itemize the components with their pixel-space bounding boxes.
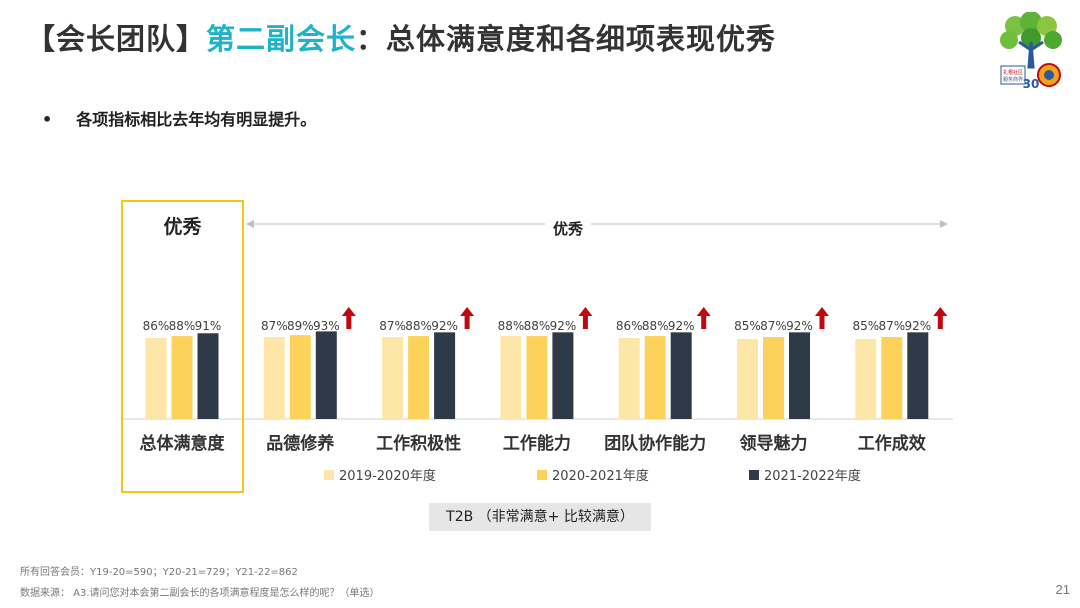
bar-1-5: [618, 337, 640, 419]
svg-text:服务商界: 服务商界: [1003, 76, 1023, 83]
bar-value-label: 87%: [379, 319, 406, 333]
legend-swatch: [749, 470, 759, 480]
bar-value-label: 92%: [550, 319, 577, 333]
logo-icon: 扎根社区 服务商界 30: [1000, 12, 1062, 88]
bar-3-5: [670, 332, 692, 419]
bar-3-3: [434, 332, 456, 419]
bar-1-3: [382, 337, 404, 419]
svg-text:扎根社区: 扎根社区: [1003, 69, 1023, 76]
t2b-note: T2B （非常满意+ 比较满意）: [429, 503, 651, 531]
page-title: 【会长团队】第二副会长：总体满意度和各细项表现优秀: [26, 16, 776, 58]
title-prefix: 【会长团队】: [26, 22, 207, 56]
category-label: 工作成效: [858, 433, 926, 454]
bar-3-1: [197, 333, 219, 419]
legend-swatch: [324, 470, 334, 480]
bar-value-label: 92%: [904, 319, 931, 333]
bar-value-label: 88%: [642, 319, 669, 333]
up-arrow-icon: [460, 307, 475, 329]
up-arrow-icon: [933, 307, 948, 329]
up-arrow-icon: [696, 307, 711, 329]
highlight-label: 优秀: [163, 216, 202, 238]
category-label: 工作能力: [503, 433, 571, 454]
up-arrow-icon: [341, 307, 356, 329]
bar-2-4: [526, 336, 548, 419]
bar-value-label: 86%: [143, 319, 170, 333]
bar-value-label: 88%: [169, 319, 196, 333]
data-source-note: 数据来源： A3.请问您对本会第二副会长的各项满意程度是怎么样的呢？（单选）: [20, 588, 380, 599]
bar-3-2: [315, 331, 337, 419]
excellent-range-arrow: [246, 220, 948, 228]
bar-value-label: 89%: [287, 319, 314, 333]
bar-value-label: 93%: [313, 319, 340, 333]
bar-2-7: [881, 337, 903, 419]
title-accent: 第二副会长: [206, 22, 357, 56]
range-label: 优秀: [545, 218, 592, 239]
category-label: 品德修养: [266, 433, 335, 454]
legend-label: 2020-2021年度: [552, 468, 649, 484]
summary-bullet: • 各项指标相比去年均有明显提升。: [42, 106, 316, 130]
bar-2-3: [408, 336, 430, 419]
title-rest: ：总体满意度和各细项表现优秀: [356, 22, 777, 56]
bar-3-6: [789, 332, 810, 419]
up-arrow-icon: [815, 307, 829, 329]
category-label: 工作积极性: [376, 433, 461, 454]
summary-text: 各项指标相比去年均有明显提升。: [76, 110, 317, 129]
legend-label: 2019-2020年度: [339, 468, 436, 484]
bar-value-label: 87%: [760, 319, 787, 333]
bar-3-7: [907, 332, 929, 419]
legend-label: 2021-2022年度: [764, 468, 861, 484]
bar-value-label: 85%: [852, 319, 879, 333]
bar-1-6: [737, 338, 758, 419]
highlight-box: [121, 200, 244, 493]
bar-value-label: 91%: [195, 319, 222, 333]
bar-2-5: [644, 336, 666, 419]
bar-value-label: 88%: [498, 319, 525, 333]
svg-text:30: 30: [1023, 77, 1040, 88]
bar-value-label: 87%: [878, 319, 905, 333]
bar-2-2: [289, 335, 311, 419]
bar-2-6: [763, 337, 784, 419]
category-label: 团队协作能力: [604, 433, 706, 454]
bar-1-4: [500, 336, 522, 419]
up-arrow-icon: [578, 307, 593, 329]
bullet-dot: •: [42, 110, 53, 129]
bar-1-7: [855, 338, 877, 419]
bar-value-label: 85%: [734, 319, 761, 333]
bar-1-1: [145, 337, 167, 419]
page-number: 21: [1055, 582, 1070, 597]
bar-3-4: [552, 332, 574, 419]
legend-swatch: [537, 470, 547, 480]
bar-value-label: 92%: [786, 319, 813, 333]
sample-size-note: 所有回答会员：Y19-20=590；Y20-21=729；Y21-22=862: [20, 567, 298, 578]
bar-1-2: [263, 337, 285, 419]
bar-value-label: 88%: [524, 319, 551, 333]
category-label: 总体满意度: [140, 433, 226, 454]
bar-2-1: [171, 336, 193, 419]
bar-value-label: 86%: [616, 319, 643, 333]
bar-value-label: 92%: [668, 319, 695, 333]
bar-value-label: 87%: [261, 319, 288, 333]
category-label: 领导魅力: [740, 433, 808, 454]
bar-value-label: 92%: [431, 319, 458, 333]
bar-value-label: 88%: [405, 319, 432, 333]
